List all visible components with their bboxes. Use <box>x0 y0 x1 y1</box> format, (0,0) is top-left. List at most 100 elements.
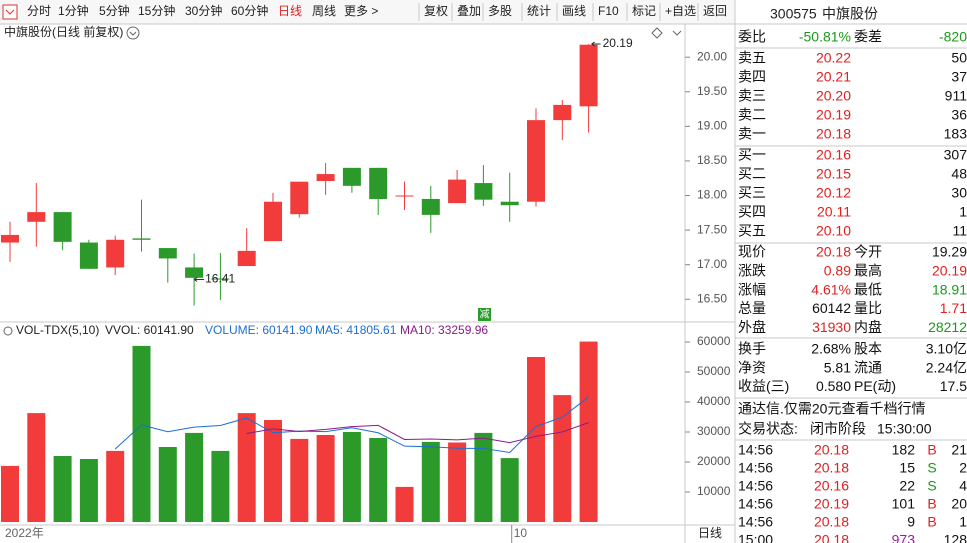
toolbar-button[interactable]: 画线 <box>562 4 586 18</box>
toolbar-button[interactable]: 返回 <box>703 4 727 18</box>
title-menu-chevron <box>129 31 137 36</box>
high-label: 20.19 <box>603 36 633 50</box>
trade-side: S <box>927 478 936 494</box>
field-value: 19.29 <box>932 244 967 260</box>
bid-volume: 30 <box>951 185 967 201</box>
bid-label: 买一 <box>738 147 766 163</box>
trade-time: 14:56 <box>738 478 773 494</box>
toolbar-tab[interactable]: 周线 <box>312 4 336 18</box>
ask-label: 卖三 <box>738 88 766 104</box>
toolbar-tab[interactable]: 60分钟 <box>231 3 268 18</box>
candle-body <box>553 104 572 121</box>
x-tick-label: 2022年 <box>5 526 44 540</box>
menu-icon[interactable] <box>2 4 18 20</box>
ask-price: 20.18 <box>816 126 851 142</box>
toolbar-tab[interactable]: 分时 <box>27 4 51 18</box>
trade-volume: 22 <box>899 478 915 494</box>
y-tick-label: 17.00 <box>697 257 727 271</box>
volume-bar <box>579 341 598 522</box>
ask-volume: 37 <box>951 69 967 85</box>
trade-price: 20.19 <box>814 496 849 512</box>
high-arrow <box>591 41 601 47</box>
field-value: 5.81 <box>824 359 851 375</box>
y-tick-label: 17.50 <box>697 222 727 236</box>
badge: 减 <box>480 309 490 321</box>
toolbar-tab[interactable]: 1分钟 <box>58 3 89 18</box>
toolbar-button[interactable]: 复权 <box>424 4 448 18</box>
field-label: 收益(三) <box>738 378 789 394</box>
volume-bar <box>553 395 572 522</box>
y-tick-label: 18.50 <box>697 153 727 167</box>
toolbar-tab[interactable]: 更多 > <box>344 4 378 18</box>
trade-volume: 182 <box>892 442 916 458</box>
collapse-icon[interactable] <box>672 30 682 36</box>
field-label: 涨幅 <box>738 281 766 297</box>
field-label: 净资 <box>738 359 766 375</box>
candle-body <box>342 167 361 186</box>
volume-y-tick-label: 20000 <box>697 454 731 468</box>
field-label: 现价 <box>738 244 766 260</box>
toolbar-tab[interactable]: 日线 <box>278 4 302 18</box>
volume-legend: MA5: 41805.61 <box>315 323 397 337</box>
candle-body <box>1 234 19 243</box>
trade-side: B <box>927 514 936 530</box>
badge-bg <box>478 308 491 321</box>
status-time: 15:30:00 <box>877 421 932 437</box>
volume-y-tick-label: 40000 <box>697 394 731 408</box>
candle-body <box>79 242 98 269</box>
volume-bar <box>1 465 19 522</box>
bid-price: 20.12 <box>816 185 851 201</box>
candle-body <box>421 198 440 215</box>
trade-time: 14:56 <box>738 496 773 512</box>
volume-bar <box>158 447 177 522</box>
ask-price: 20.20 <box>816 88 851 104</box>
toolbar-button[interactable]: 多股 <box>488 4 512 18</box>
candle-body <box>474 183 493 200</box>
volume-y-tick-label: 30000 <box>697 424 731 438</box>
toolbar-button[interactable]: 标记 <box>632 4 656 18</box>
field-label: 换手 <box>738 341 766 357</box>
toolbar-button[interactable]: 统计 <box>527 4 551 18</box>
ma-line <box>114 396 589 453</box>
title-menu[interactable] <box>126 26 140 40</box>
trade-count: 20 <box>951 496 967 512</box>
toolbar-button[interactable]: 叠加 <box>457 4 481 18</box>
toolbar-button[interactable]: +自选 <box>665 4 696 18</box>
candle-body <box>132 238 151 240</box>
volume-bar <box>106 450 125 522</box>
trade-volume: 9 <box>907 514 915 530</box>
volume-bar <box>264 420 282 522</box>
candle-body <box>27 212 46 222</box>
volume-bar <box>369 438 388 522</box>
toolbar-tab[interactable]: 30分钟 <box>185 3 222 18</box>
bid-price: 20.16 <box>816 147 851 163</box>
ask-volume: 183 <box>944 126 967 142</box>
status-value: 闭市阶段 <box>810 421 866 437</box>
field-value: -50.81% <box>799 29 851 45</box>
volume-bar <box>27 413 46 522</box>
bid-price: 20.15 <box>816 166 851 182</box>
volume-bar <box>500 458 519 522</box>
ask-label: 卖五 <box>738 50 766 66</box>
volume-legend: MA10: 33259.96 <box>400 323 488 337</box>
vol-icon[interactable] <box>3 326 13 336</box>
ask-volume: 50 <box>951 50 967 66</box>
volume-bar <box>53 456 72 522</box>
trade-side: B <box>927 442 936 458</box>
candle-body <box>369 167 388 199</box>
toolbar-tab[interactable]: 15分钟 <box>138 3 175 18</box>
diamond-icon[interactable] <box>651 27 663 39</box>
y-tick-label: 19.00 <box>697 119 727 133</box>
field-value: 20.18 <box>816 244 851 260</box>
volume-legend: VOLUME: 60141.90 <box>205 323 313 337</box>
candle-body <box>448 179 467 204</box>
volume-bar <box>448 442 467 522</box>
stock-code: 300575 <box>770 6 817 22</box>
toolbar-button[interactable]: F10 <box>598 4 619 18</box>
toolbar-tab[interactable]: 5分钟 <box>99 3 130 18</box>
field-label: 最高 <box>854 263 882 279</box>
y-tick-label: 19.50 <box>697 84 727 98</box>
status-label: 交易状态: <box>738 421 798 437</box>
